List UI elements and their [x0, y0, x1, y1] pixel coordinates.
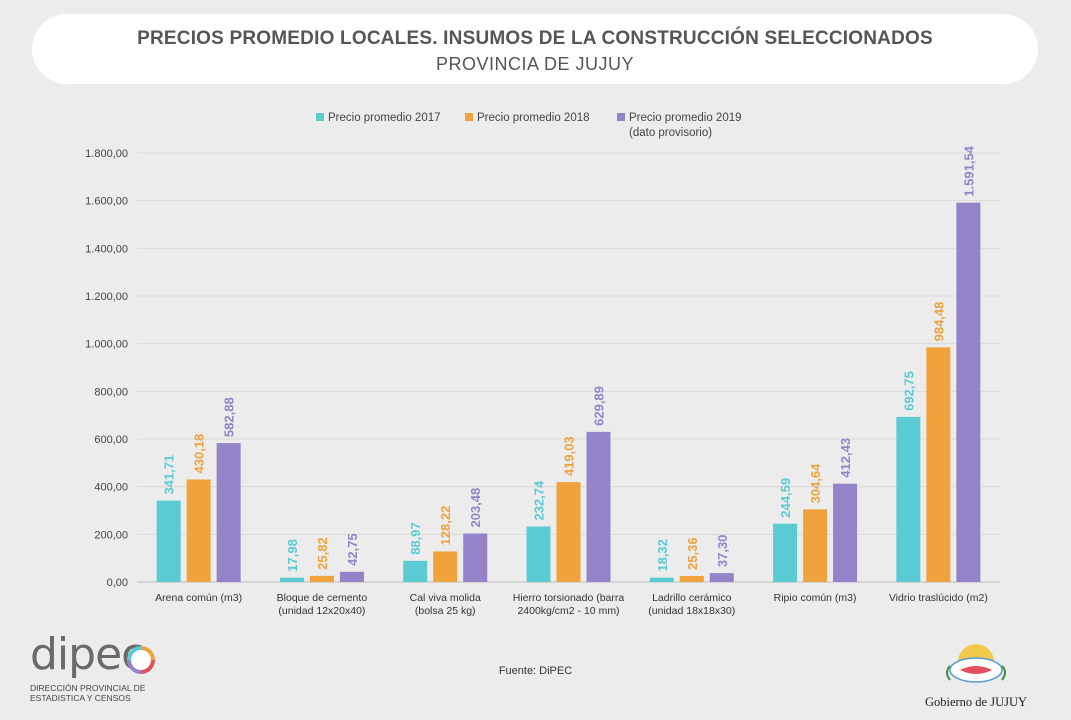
gobierno-emblem-icon [946, 644, 1006, 683]
bar [679, 575, 704, 582]
y-tick-label: 1.800,00 [85, 148, 128, 160]
data-label: 18,32 [655, 539, 670, 572]
data-label: 629,89 [592, 386, 607, 426]
bar [156, 500, 181, 582]
x-tick-label: (bolsa 25 kg) [415, 605, 476, 617]
bar [216, 443, 241, 582]
data-label: 232,74 [532, 480, 547, 521]
y-tick-label: 1.000,00 [85, 339, 128, 351]
data-label: 304,64 [808, 463, 823, 504]
bar [803, 509, 828, 582]
data-label: 17,98 [285, 539, 300, 572]
data-label: 203,48 [468, 488, 483, 528]
bar [556, 482, 581, 582]
dipec-caption: DIRECCIÓN PROVINCIAL DE ESTADISTICA Y CE… [30, 683, 180, 703]
bar [526, 526, 551, 582]
y-tick-label: 600,00 [94, 434, 128, 446]
bar [896, 416, 921, 582]
bar [186, 479, 211, 582]
bar [833, 483, 858, 582]
data-label: 88,97 [408, 522, 423, 555]
data-label: 692,75 [901, 371, 916, 411]
chart-title: PRECIOS PROMEDIO LOCALES. INSUMOS DE LA … [137, 28, 933, 49]
gobierno-name: Gobierno de JUJUY [924, 695, 1028, 709]
bar [773, 523, 798, 582]
data-label: 582,88 [222, 397, 237, 437]
data-label: 412,43 [838, 438, 853, 478]
bar [463, 533, 488, 582]
dipec-wordmark: dipec [30, 633, 180, 677]
data-label: 25,82 [315, 537, 330, 570]
y-tick-label: 1.400,00 [85, 243, 128, 255]
y-tick-label: 1.200,00 [85, 291, 128, 303]
x-tick-label: Hierro torsionado (barra [513, 592, 625, 604]
dipec-logo: dipec DIRECCIÓN PROVINCIAL DE ESTADISTIC… [30, 633, 180, 703]
data-label: 419,03 [562, 436, 577, 476]
legend-label: Precio promedio 2017 [328, 112, 441, 124]
y-tick-label: 1.600,00 [85, 196, 128, 208]
data-label: 25,36 [685, 537, 700, 570]
dipec-caption-line2: ESTADISTICA Y CENSOS [30, 693, 131, 703]
bar [926, 347, 951, 582]
x-tick-label: Vidrio traslúcido (m2) [889, 592, 988, 604]
y-tick-label: 200,00 [94, 529, 128, 541]
x-tick-label: 2400kg/cm2 - 10 mm) [517, 605, 619, 617]
y-tick-label: 400,00 [94, 482, 128, 494]
x-tick-label: Ladrillo cerámico [652, 592, 732, 604]
data-label: 128,22 [438, 506, 453, 546]
bar [309, 575, 334, 582]
bar [339, 571, 364, 582]
bar [279, 577, 304, 582]
data-label: 430,18 [192, 434, 207, 474]
y-tick-label: 800,00 [94, 386, 128, 398]
bar [433, 551, 458, 582]
source-note: Fuente: DiPEC [498, 665, 573, 677]
bar [649, 577, 674, 582]
data-label: 42,75 [345, 533, 360, 566]
bar [956, 202, 981, 582]
legend-label: Precio promedio 2018 [477, 112, 590, 124]
legend-label: Precio promedio 2019 [629, 112, 742, 124]
x-tick-label: Ripio común (m3) [774, 592, 857, 604]
x-tick-label: Bloque de cemento [277, 592, 368, 604]
data-label: 1.591,54 [961, 145, 976, 196]
dipec-wordmark-text: dipec [30, 629, 145, 680]
legend-swatch [465, 113, 473, 121]
bar [586, 431, 611, 582]
legend-label: (dato provisorio) [629, 127, 712, 139]
x-tick-label: (unidad 12x20x40) [278, 605, 365, 617]
legend-swatch [617, 113, 625, 121]
data-label: 244,59 [778, 478, 793, 518]
data-label: 984,48 [931, 302, 946, 342]
data-label: 37,30 [715, 535, 730, 568]
bar [403, 560, 428, 582]
data-label: 341,71 [162, 455, 177, 495]
x-tick-label: (unidad 18x18x30) [648, 605, 735, 617]
gobierno-logo: Gobierno de JUJUY [911, 640, 1041, 710]
chart-subtitle: PROVINCIA DE JUJUY [435, 54, 635, 74]
dipec-swirl-icon [127, 646, 155, 674]
dipec-caption-line1: DIRECCIÓN PROVINCIAL DE [30, 683, 146, 693]
bar [709, 573, 734, 582]
y-tick-label: 0,00 [107, 577, 128, 589]
legend-swatch [316, 113, 324, 121]
x-tick-label: Arena común (m3) [155, 592, 242, 604]
title-card: PRECIOS PROMEDIO LOCALES. INSUMOS DE LA … [32, 14, 1038, 84]
x-tick-label: Cal viva molida [410, 592, 481, 604]
